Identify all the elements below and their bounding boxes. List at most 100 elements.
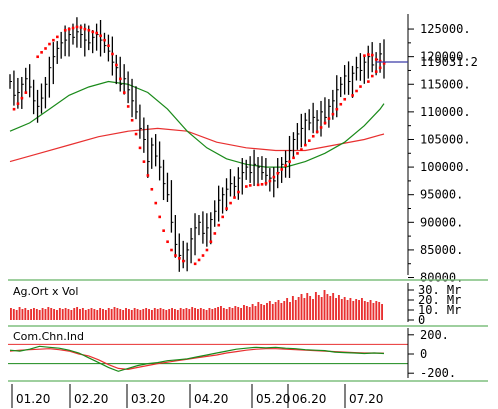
- sar-dot: [248, 184, 252, 187]
- price-tick-label: 100000.: [420, 160, 471, 174]
- volume-bar: [188, 309, 191, 320]
- volume-bar: [87, 309, 90, 320]
- sar-dot: [339, 102, 343, 106]
- sar-dot: [99, 34, 102, 38]
- sar-dot: [331, 112, 335, 116]
- volume-bar: [81, 308, 84, 320]
- volume-bar: [10, 308, 12, 320]
- sar-dot: [367, 80, 370, 83]
- volume-bar: [179, 308, 182, 320]
- ma-short-line: [9, 80, 385, 168]
- volume-bar: [317, 295, 320, 320]
- volume-bar: [208, 308, 211, 320]
- sar-dot: [83, 27, 87, 31]
- volume-bar: [277, 300, 280, 320]
- last-price-label: 119031.2: [420, 55, 478, 69]
- ma-short-series: [9, 80, 385, 168]
- volume-bar: [211, 309, 214, 320]
- volume-bar: [76, 307, 79, 320]
- volume-bar: [372, 303, 375, 320]
- volume-bar: [130, 310, 133, 320]
- volume-bar: [297, 297, 300, 320]
- ma-long-series: [9, 127, 385, 163]
- volume-bar: [314, 292, 317, 320]
- volume-bar: [185, 308, 188, 320]
- volume-bar: [113, 307, 116, 320]
- volume-bar: [56, 310, 58, 320]
- sar-dot: [12, 107, 16, 111]
- volume-bar: [165, 310, 168, 320]
- sar-dot: [95, 31, 99, 35]
- volume-bar: [67, 309, 70, 320]
- volume-bar: [173, 309, 176, 320]
- sar-dot: [126, 105, 130, 108]
- sar-dot: [134, 132, 138, 136]
- volume-bar: [251, 304, 254, 320]
- price-axis: 125000. 120000. 115000. 110000. 105000. 10000…: [407, 14, 471, 285]
- price-tick-label: 115000.: [420, 77, 471, 91]
- volume-tick-label: 30. Mr: [418, 283, 461, 297]
- sar-dot: [67, 27, 71, 31]
- volume-panel-title: Ag.Ort x Vol: [13, 285, 78, 298]
- cci-tick-label: 0: [420, 347, 427, 361]
- volume-bar: [153, 308, 156, 320]
- volume-bar: [337, 295, 340, 320]
- volume-bar: [110, 309, 113, 320]
- sar-dot: [225, 207, 228, 210]
- volume-bar: [360, 298, 363, 320]
- volume-bar: [217, 307, 220, 320]
- volume-bar: [280, 303, 283, 320]
- sar-dot: [233, 196, 236, 199]
- price-tick-label: 110000.: [420, 105, 471, 119]
- volume-bar: [300, 294, 303, 320]
- sar-dot: [237, 190, 240, 194]
- volume-bar: [99, 308, 102, 320]
- month-label: 02.20: [74, 392, 108, 406]
- volume-bar: [159, 308, 162, 320]
- volume-bar: [61, 309, 64, 320]
- volume-bar: [329, 296, 332, 320]
- sar-dot: [36, 55, 39, 59]
- volume-bar: [268, 301, 271, 320]
- sar-dot: [48, 42, 51, 46]
- sar-dot: [154, 201, 158, 205]
- volume-bar: [21, 309, 24, 320]
- volume-bar: [225, 309, 228, 320]
- volume-bar: [102, 309, 104, 320]
- sar-dot: [296, 152, 299, 155]
- volume-bar: [375, 301, 378, 320]
- parabolic-sar-series: [12, 25, 386, 266]
- volume-bar: [254, 306, 257, 320]
- volume-tick-label: 20. Mr: [418, 293, 461, 307]
- volume-bar: [205, 310, 208, 320]
- sar-dot: [158, 215, 161, 219]
- sar-dot: [146, 174, 150, 177]
- cci-main-line: [9, 345, 385, 372]
- date-axis: 01.20 02.20 03.20 04.20 05.20 06.20 07.20: [11, 384, 383, 408]
- volume-bar: [286, 298, 289, 320]
- volume-bar: [70, 310, 73, 320]
- sar-dot: [182, 259, 185, 263]
- volume-bar: [381, 304, 383, 320]
- sar-dot: [304, 143, 307, 147]
- sar-dot: [119, 77, 122, 81]
- volume-bar: [335, 298, 337, 320]
- panel-separators: [8, 279, 488, 382]
- volume-bar: [24, 308, 27, 320]
- sar-dot: [166, 240, 169, 244]
- month-label: 06.20: [292, 392, 326, 406]
- sar-dot: [174, 254, 177, 257]
- sar-dot: [308, 139, 311, 142]
- price-tick-label: 120000.: [420, 50, 471, 64]
- volume-bar: [168, 309, 171, 320]
- sar-dot: [24, 91, 28, 94]
- volume-tick-label: 10. Mr: [418, 303, 461, 317]
- sar-dot: [292, 156, 295, 160]
- sar-dot: [217, 223, 221, 227]
- sar-dot: [284, 164, 287, 167]
- sar-dot: [111, 52, 114, 56]
- volume-bar: [58, 308, 61, 320]
- sar-dot: [351, 94, 354, 97]
- volume-bar: [346, 300, 349, 320]
